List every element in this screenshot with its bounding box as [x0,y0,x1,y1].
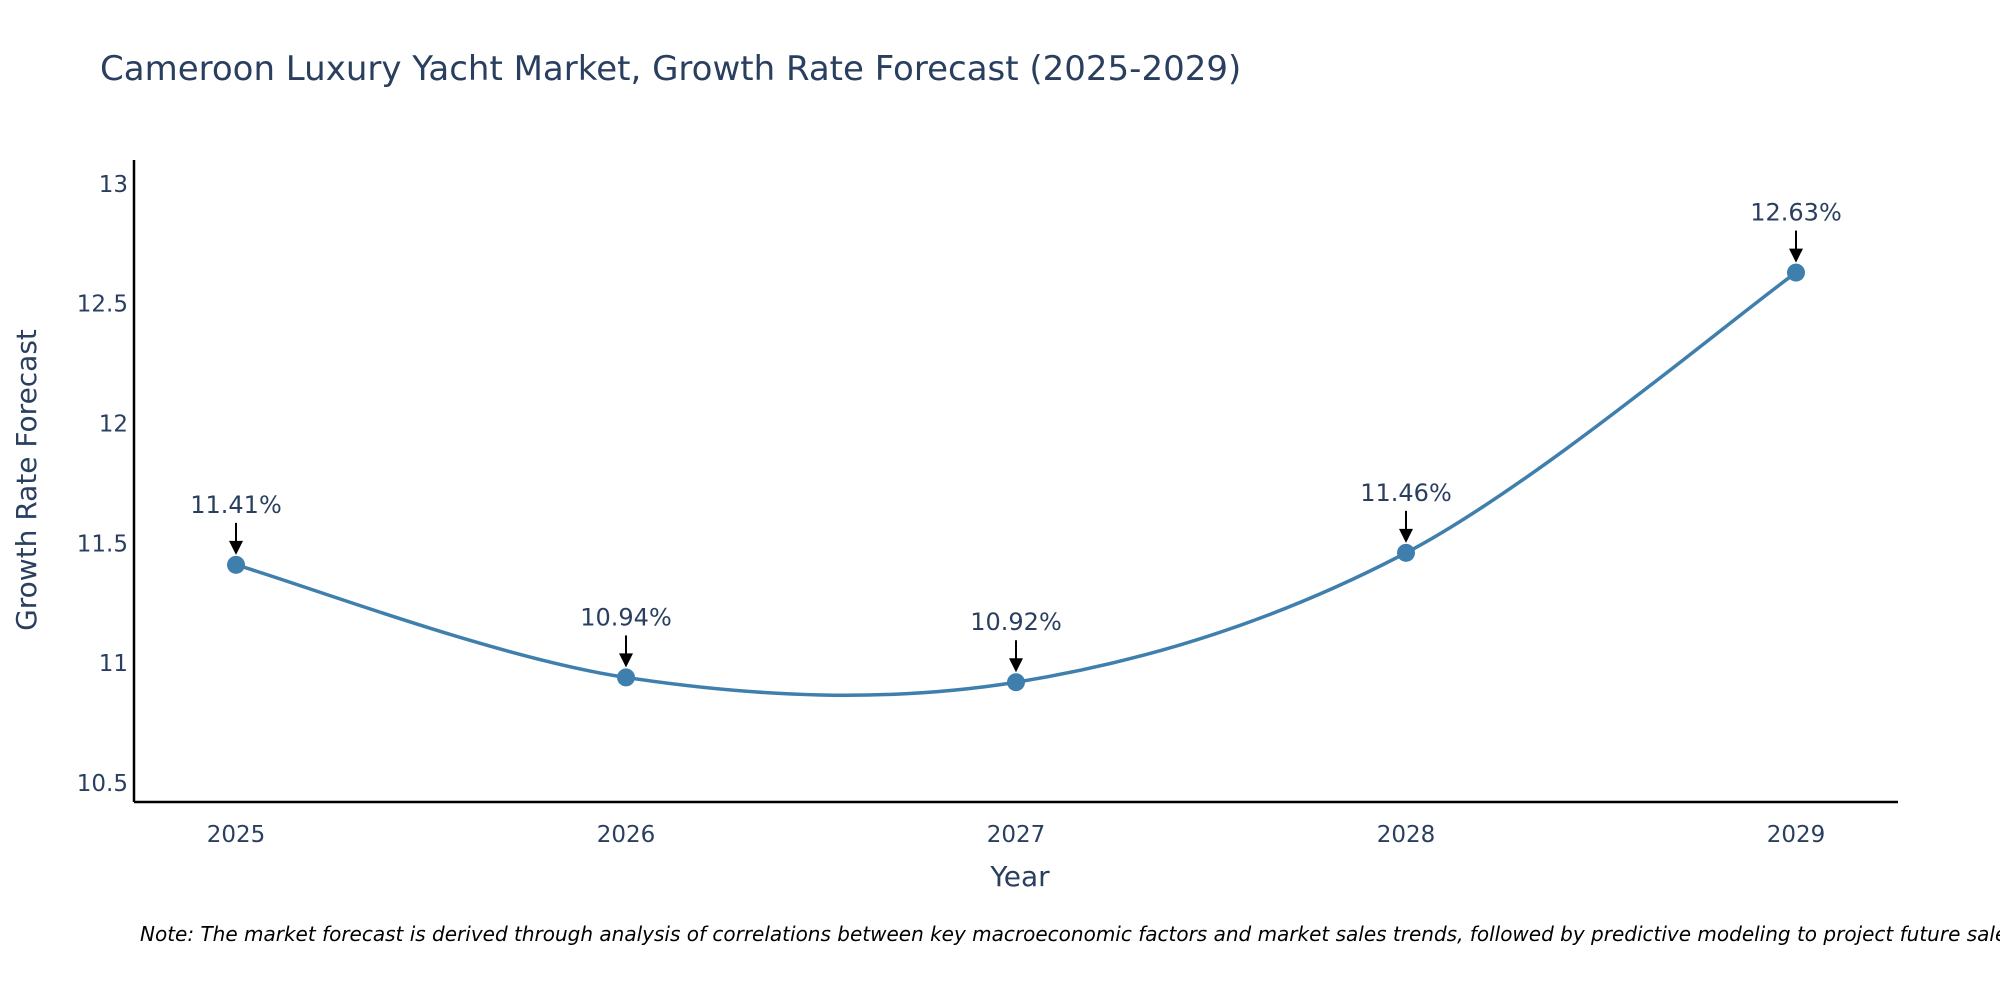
x-tick-label: 2028 [1377,822,1436,848]
annotation-arrowhead [229,540,243,555]
data-label: 11.41% [190,491,282,519]
annotation-arrowhead [1399,528,1413,543]
data-point [1787,263,1805,282]
data-point [1397,543,1415,562]
x-tick-label: 2029 [1767,822,1826,848]
data-label: 10.92% [970,608,1062,636]
annotation-arrowhead [1789,248,1803,263]
y-tick-label: 13 [99,172,128,198]
chart-title: Cameroon Luxury Yacht Market, Growth Rat… [100,49,1241,89]
y-tick-label: 11.5 [77,531,128,557]
data-point [227,555,245,574]
y-tick-label: 10.5 [77,771,128,797]
data-point [1007,673,1025,692]
x-tick-label: 2027 [987,822,1046,848]
x-axis-title: Year [989,860,1050,893]
annotation-arrowhead [1009,658,1023,673]
y-tick-label: 11 [99,651,128,677]
annotation-arrowhead [619,653,633,668]
data-point [617,668,635,687]
plot-area: 10.5 11 11.5 12 12.5 13 2025 2026 2027 2028 2029 11… [77,160,1898,848]
data-label: 12.63% [1750,199,1842,227]
chart-note: Note: The market forecast is derived thr… [140,922,2000,946]
x-tick-label: 2025 [207,822,266,848]
y-axis-title: Growth Rate Forecast [10,329,43,631]
y-tick-label: 12.5 [77,292,128,318]
data-label: 11.46% [1360,479,1452,507]
data-label: 10.94% [580,603,672,631]
y-tick-label: 12 [99,412,128,438]
x-tick-label: 2026 [597,822,656,848]
